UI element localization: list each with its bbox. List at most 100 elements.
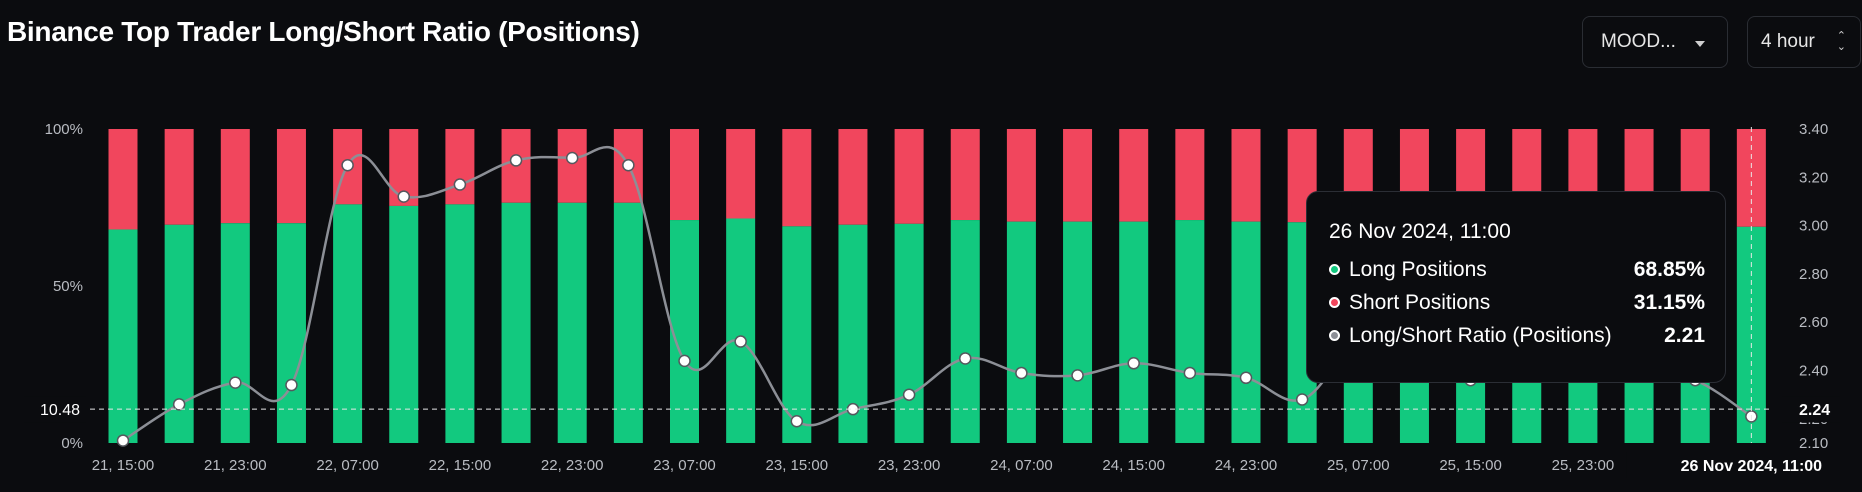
x-highlight-bg	[1626, 452, 1862, 478]
x-axis-tick: 21, 15:00	[92, 457, 155, 474]
short-bar	[445, 129, 475, 205]
chevron-down-icon	[1695, 41, 1705, 47]
short-bar	[1175, 129, 1205, 221]
short-bar	[220, 129, 250, 224]
long-bar	[333, 204, 363, 443]
short-bar	[782, 129, 812, 227]
long-bar	[1006, 221, 1036, 443]
crosshair-right-label: 2.24	[1799, 402, 1830, 419]
tooltip-value: 2.21	[1664, 324, 1705, 347]
long-bar	[220, 223, 250, 443]
tooltip-row-ratio: Long/Short Ratio (Positions) 2.21	[1329, 324, 1705, 350]
ratio-point	[1071, 369, 1084, 382]
ratio-point	[1015, 366, 1028, 380]
x-axis-tick: 24, 07:00	[990, 457, 1053, 474]
interval-select[interactable]: 4 hour ⌃ ⌄	[1747, 16, 1861, 68]
x-axis-tick: 25, 15:00	[1439, 457, 1502, 474]
tooltip-row-short: Short Positions 31.15%	[1329, 291, 1705, 317]
ratio-point	[622, 158, 635, 172]
tooltip-date: 26 Nov 2024, 11:00	[1329, 220, 1511, 243]
right-axis-tick: 3.00	[1799, 218, 1828, 235]
tooltip-label: Short Positions	[1349, 291, 1491, 314]
left-axis-tick: 0%	[61, 435, 83, 452]
short-bar	[164, 129, 194, 225]
ratio-point	[902, 388, 916, 401]
long-bar	[1119, 221, 1149, 443]
ratio-point	[565, 151, 579, 165]
long-bar	[782, 226, 812, 443]
crosshair-left-label-bg	[24, 396, 86, 423]
x-axis-tick: 21, 23:00	[204, 457, 267, 474]
x-axis-tick: 25, 07:00	[1327, 457, 1390, 474]
x-axis-tick: 23, 07:00	[653, 457, 716, 474]
right-axis-tick: 2.60	[1799, 314, 1828, 331]
x-axis-tick: 23, 23:00	[878, 457, 941, 474]
long-bar	[1063, 221, 1093, 443]
short-bar	[1231, 129, 1261, 222]
long-bar	[670, 220, 699, 443]
ratio-point	[116, 434, 130, 447]
short-bar	[670, 129, 699, 221]
long-bar	[389, 205, 419, 443]
short-bar	[1006, 129, 1036, 222]
x-axis-tick: 25, 23:00	[1552, 457, 1615, 474]
long-bar	[276, 223, 306, 443]
long-bar	[894, 223, 924, 443]
short-bar	[726, 129, 756, 219]
ratio-point	[229, 376, 242, 389]
symbol-select-label: MOOD...	[1601, 31, 1676, 52]
long-bar	[108, 229, 138, 443]
tooltip-label: Long Positions	[1349, 258, 1487, 281]
long-bar	[557, 202, 587, 443]
ratio-point	[285, 378, 298, 392]
short-bar	[108, 129, 138, 230]
x-axis-tick: 22, 23:00	[541, 457, 604, 474]
long-bar	[501, 202, 531, 443]
ratio-point	[341, 158, 354, 172]
short-bar	[557, 129, 587, 203]
short-bar	[838, 129, 868, 225]
x-axis-tick: 22, 15:00	[429, 457, 492, 474]
x-axis-tick: 24, 15:00	[1102, 457, 1165, 474]
long-bar	[445, 204, 475, 443]
up-down-arrows-icon: ⌃ ⌄	[1836, 30, 1846, 53]
long-bar	[726, 218, 756, 443]
short-bar	[276, 129, 306, 224]
ratio-point	[734, 335, 747, 348]
short-bar	[1063, 129, 1093, 222]
tooltip-row-long: Long Positions 68.85%	[1329, 258, 1705, 284]
ratio-point	[509, 154, 523, 167]
chart-tooltip: 26 Nov 2024, 11:00 Long Positions 68.85%…	[1306, 191, 1726, 383]
right-axis-tick: 2.80	[1799, 266, 1828, 283]
ratio-point	[959, 352, 972, 365]
x-axis-tick: 22, 07:00	[316, 457, 379, 474]
long-bar	[950, 220, 980, 443]
ratio-point	[397, 190, 410, 203]
ratio-point	[1295, 393, 1309, 406]
short-bar	[894, 129, 924, 224]
long-legend-dot	[1329, 264, 1340, 275]
ratio-point	[678, 354, 691, 368]
ratio-point	[172, 398, 186, 411]
long-bar	[613, 202, 643, 443]
ratio-point	[1127, 357, 1140, 370]
ratio-point	[1183, 366, 1197, 380]
crosshair-left-label: 10.48	[40, 402, 80, 419]
right-axis-tick: 3.20	[1799, 169, 1828, 186]
ratio-legend-dot	[1329, 330, 1340, 341]
short-legend-dot	[1329, 297, 1340, 308]
interval-select-label: 4 hour	[1761, 31, 1815, 52]
x-axis-highlight-label: 26 Nov 2024, 11:00	[1681, 458, 1823, 475]
tooltip-value: 31.15%	[1633, 291, 1705, 314]
long-bar	[1231, 221, 1261, 443]
crosshair-right-label-bg	[1782, 396, 1840, 423]
tooltip-label: Long/Short Ratio (Positions)	[1349, 324, 1612, 347]
left-axis-tick: 50%	[53, 278, 83, 295]
right-axis-tick: 2.40	[1799, 363, 1828, 380]
ratio-point	[1239, 371, 1253, 385]
symbol-select[interactable]: MOOD...	[1582, 16, 1728, 68]
left-axis-tick: 100%	[45, 121, 83, 138]
long-bar	[1175, 220, 1205, 443]
x-axis-tick: 23, 15:00	[766, 457, 829, 474]
tooltip-value: 68.85%	[1633, 258, 1705, 281]
